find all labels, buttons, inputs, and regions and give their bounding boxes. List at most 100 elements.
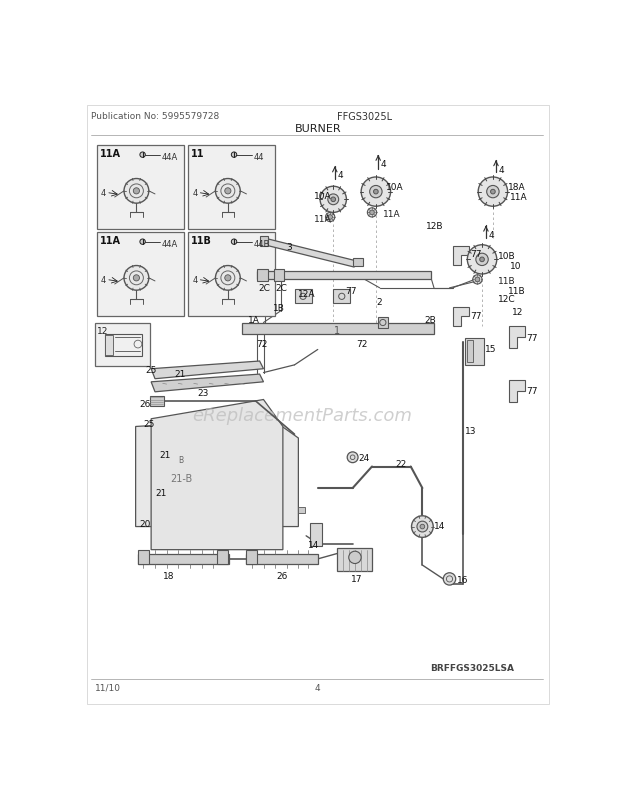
Polygon shape <box>151 362 264 379</box>
Circle shape <box>467 245 497 274</box>
Circle shape <box>216 266 241 291</box>
Text: 20: 20 <box>140 519 151 529</box>
Text: 15: 15 <box>485 345 497 354</box>
Circle shape <box>140 152 145 158</box>
Text: 44A: 44A <box>162 152 178 161</box>
Bar <box>298 508 304 514</box>
Circle shape <box>420 525 425 529</box>
Bar <box>353 258 363 266</box>
Circle shape <box>473 275 482 285</box>
Text: 11: 11 <box>192 149 205 160</box>
Text: 44: 44 <box>254 152 264 161</box>
Text: BRFFGS3025LSA: BRFFGS3025LSA <box>430 663 514 672</box>
Bar <box>105 334 142 356</box>
Text: 77: 77 <box>471 311 482 321</box>
Text: 12: 12 <box>97 326 108 335</box>
Bar <box>247 550 257 564</box>
Text: 12B: 12B <box>427 221 444 231</box>
Text: 12C: 12C <box>498 294 516 304</box>
Polygon shape <box>151 375 264 392</box>
Bar <box>217 550 228 564</box>
Text: 44A: 44A <box>162 239 178 249</box>
Text: 11A: 11A <box>100 149 121 160</box>
Circle shape <box>124 266 149 291</box>
Text: eReplacementParts.com: eReplacementParts.com <box>192 407 412 424</box>
Text: 25: 25 <box>146 366 157 375</box>
Polygon shape <box>138 554 229 564</box>
Text: 77: 77 <box>526 387 538 396</box>
Text: 1: 1 <box>334 326 340 335</box>
Circle shape <box>140 240 145 245</box>
Text: 77: 77 <box>526 333 538 342</box>
Circle shape <box>476 254 489 266</box>
Text: 18: 18 <box>163 572 175 581</box>
Text: BURNER: BURNER <box>294 124 341 134</box>
Text: 17: 17 <box>351 574 363 584</box>
Polygon shape <box>136 419 298 527</box>
Polygon shape <box>151 400 283 550</box>
Text: 11A: 11A <box>100 237 121 246</box>
Circle shape <box>326 213 335 222</box>
Text: Publication No: 5995579728: Publication No: 5995579728 <box>92 111 219 120</box>
Text: 21: 21 <box>155 488 166 497</box>
Bar <box>97 233 184 316</box>
Text: 10: 10 <box>510 261 521 270</box>
Circle shape <box>124 180 149 204</box>
Text: 3: 3 <box>286 242 293 251</box>
Text: 4: 4 <box>100 188 106 197</box>
Text: FFGS3025L: FFGS3025L <box>337 111 392 122</box>
Text: 10A: 10A <box>386 182 404 192</box>
Bar <box>260 237 268 246</box>
Text: 24: 24 <box>359 453 370 462</box>
Circle shape <box>347 452 358 463</box>
Circle shape <box>133 275 140 282</box>
Circle shape <box>224 275 231 282</box>
Bar <box>97 146 184 229</box>
Circle shape <box>370 186 382 199</box>
Text: 2C: 2C <box>259 284 271 293</box>
Circle shape <box>328 216 332 220</box>
Polygon shape <box>257 272 431 279</box>
Bar <box>94 324 150 367</box>
Text: 44B: 44B <box>254 239 270 249</box>
Circle shape <box>480 257 484 262</box>
Text: 4: 4 <box>315 683 321 692</box>
Text: 12: 12 <box>512 308 523 317</box>
Text: 4: 4 <box>192 188 197 197</box>
Polygon shape <box>465 338 484 366</box>
Circle shape <box>348 552 361 564</box>
Circle shape <box>231 152 237 158</box>
Bar <box>257 269 268 282</box>
Polygon shape <box>242 323 434 334</box>
Text: 21-B: 21-B <box>170 473 193 483</box>
Text: 18A: 18A <box>508 182 526 192</box>
Text: 16: 16 <box>458 575 469 585</box>
Circle shape <box>361 178 391 207</box>
Text: 10A: 10A <box>314 192 332 200</box>
Bar <box>105 335 113 355</box>
Text: 22: 22 <box>396 460 407 468</box>
Circle shape <box>478 178 508 207</box>
Text: 21: 21 <box>174 369 186 379</box>
Circle shape <box>133 188 140 195</box>
Text: 77: 77 <box>345 287 356 296</box>
Text: 72: 72 <box>255 339 267 348</box>
Polygon shape <box>509 327 525 349</box>
Text: 4: 4 <box>489 231 494 240</box>
Bar <box>188 146 275 229</box>
Polygon shape <box>453 308 469 327</box>
Text: 11B: 11B <box>508 287 526 296</box>
Text: 2B: 2B <box>425 315 436 324</box>
Circle shape <box>320 187 347 213</box>
Bar <box>273 269 285 282</box>
Circle shape <box>231 240 237 245</box>
Text: 11A: 11A <box>314 215 332 224</box>
Bar <box>310 523 322 546</box>
Circle shape <box>475 277 480 282</box>
Circle shape <box>443 573 456 585</box>
Text: 4: 4 <box>192 275 197 285</box>
Text: 11B: 11B <box>498 277 516 286</box>
Bar <box>378 318 388 329</box>
Text: 4: 4 <box>337 171 343 180</box>
Polygon shape <box>261 238 356 268</box>
